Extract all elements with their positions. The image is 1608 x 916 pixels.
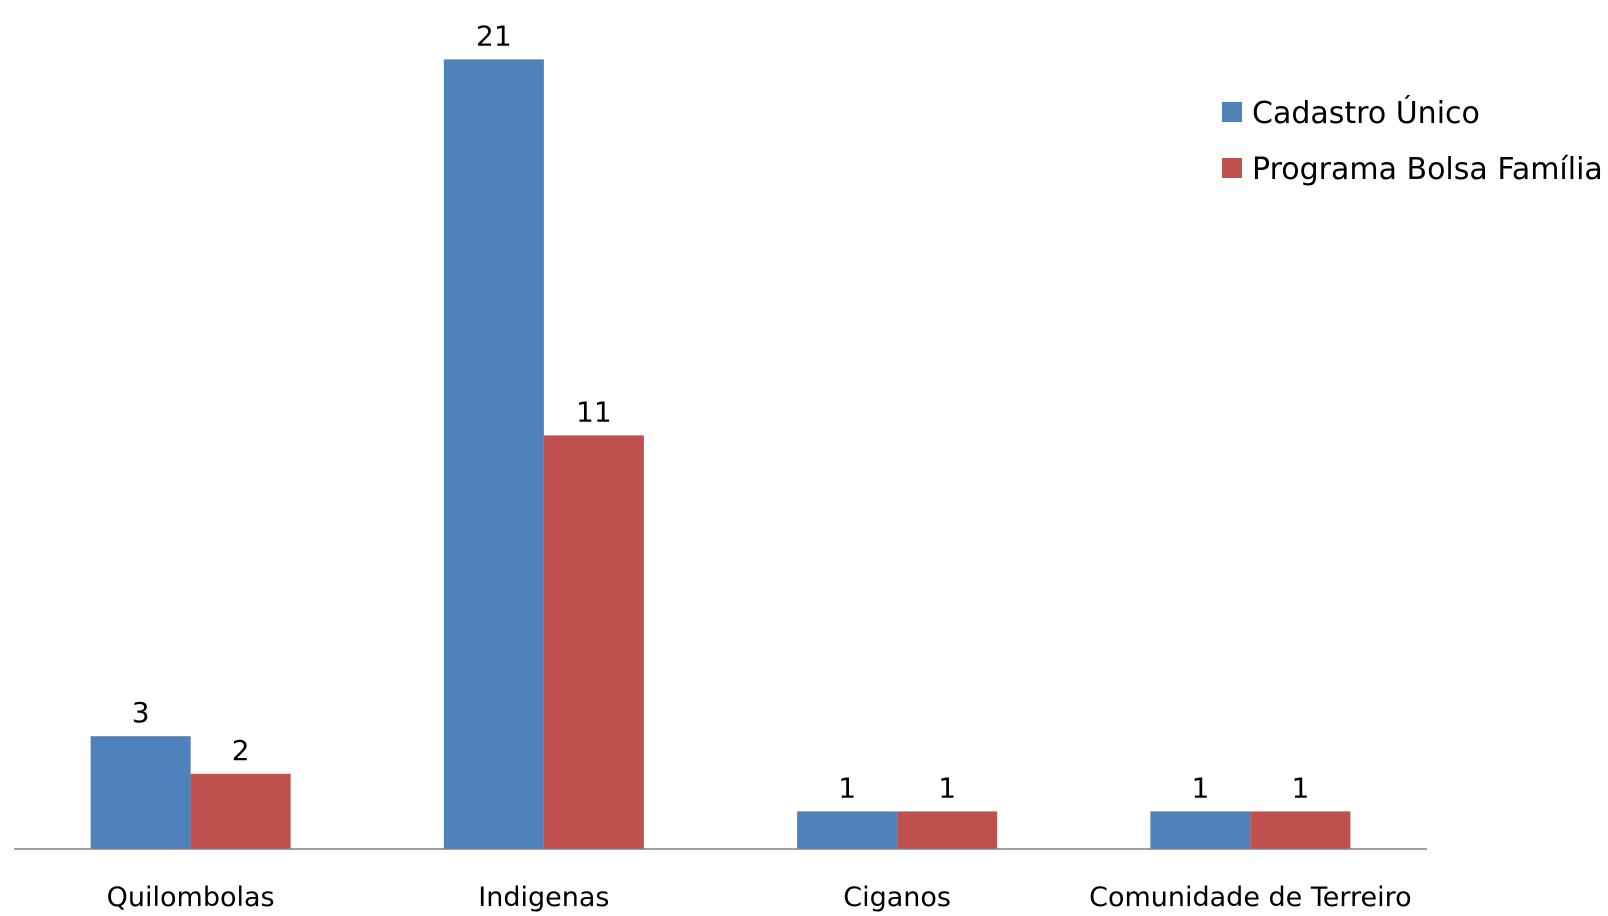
data-label-2-1: 1 xyxy=(938,771,956,804)
legend-label-cadastro-unico: Cadastro Único xyxy=(1252,94,1480,131)
data-label-0-0: 3 xyxy=(132,696,150,729)
legend-label-programa-bolsa-familia: Programa Bolsa Família xyxy=(1252,152,1603,187)
bar-3-1 xyxy=(1250,811,1351,849)
bar-1-1 xyxy=(543,435,644,849)
data-label-2-0: 1 xyxy=(838,771,856,804)
legend: Cadastro Único Programa Bolsa Família xyxy=(1222,94,1603,187)
category-label-2: Ciganos xyxy=(843,882,951,913)
bar-2-0 xyxy=(797,811,898,849)
category-label-1: Indigenas xyxy=(478,882,609,913)
bar-3-0 xyxy=(1150,811,1251,849)
category-labels-group: Quilombolas Indigenas Ciganos Comunidade de… xyxy=(107,882,1412,913)
data-label-1-1: 11 xyxy=(576,395,612,428)
data-label-1-0: 21 xyxy=(476,19,512,52)
category-label-3: Comunidade de Terreiro xyxy=(1089,882,1412,913)
bar-2-1 xyxy=(897,811,998,849)
bar-0-0 xyxy=(90,736,191,849)
bar-0-1 xyxy=(190,773,291,849)
data-label-0-1: 2 xyxy=(232,734,250,767)
legend-swatch-cadastro-unico xyxy=(1222,102,1242,122)
category-label-0: Quilombolas xyxy=(107,882,275,913)
data-label-3-1: 1 xyxy=(1291,771,1309,804)
bars-group xyxy=(90,59,1351,849)
data-label-3-0: 1 xyxy=(1191,771,1209,804)
bar-1-0 xyxy=(443,59,544,849)
legend-swatch-programa-bolsa-familia xyxy=(1222,158,1242,178)
